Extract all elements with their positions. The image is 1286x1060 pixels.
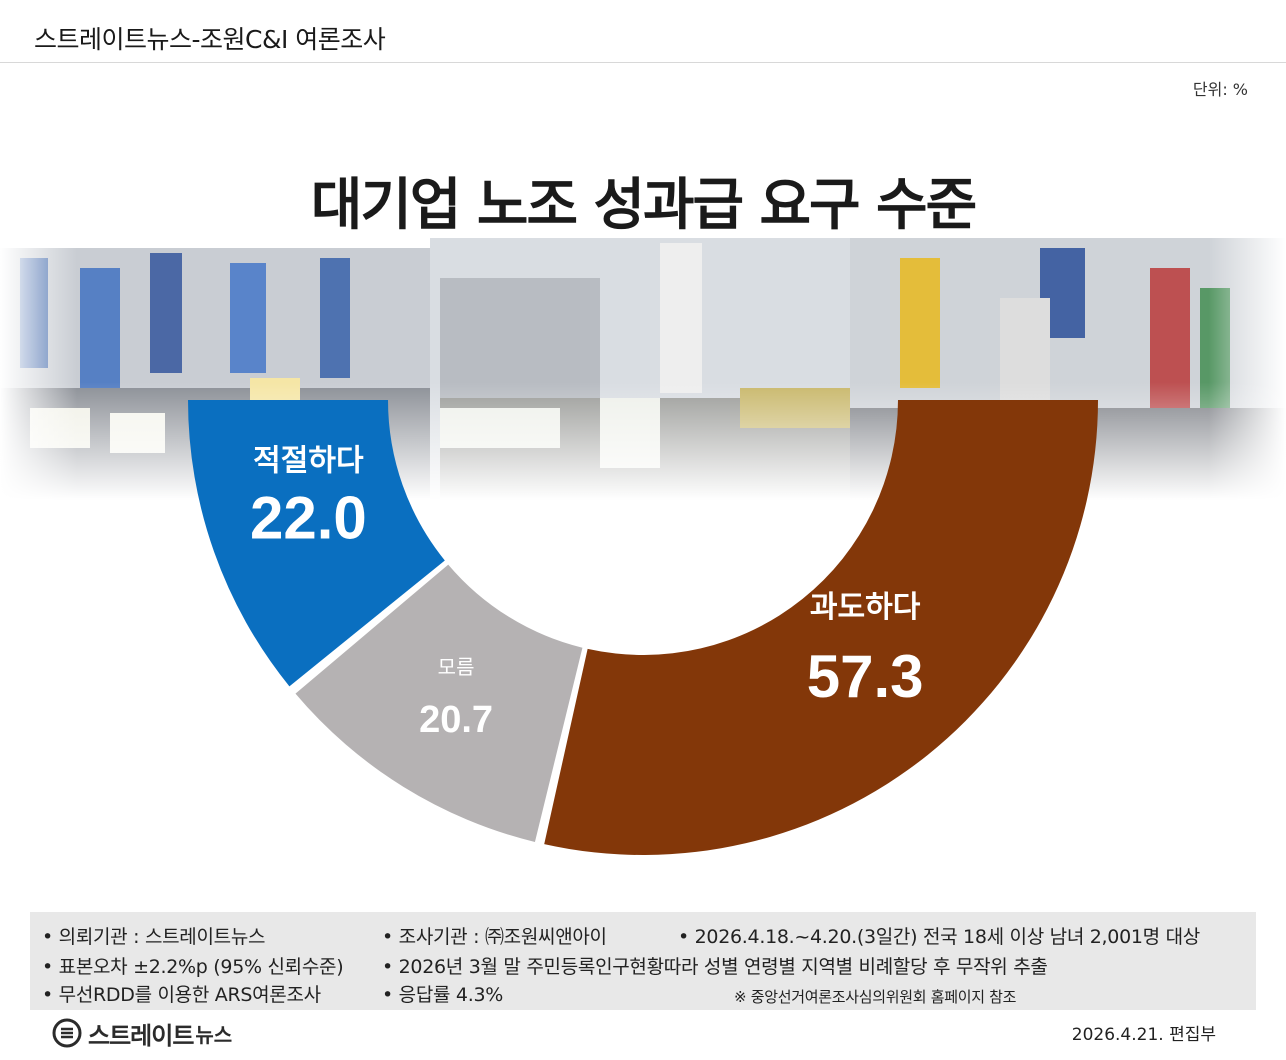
- survey-info-box: • 의뢰기관 : 스트레이트뉴스 • 조사기관 : ㈜조원씨앤아이 • 2026…: [30, 912, 1256, 1010]
- footer-reference: ※ 중앙선거여론조사심의위원회 홈페이지 참조: [734, 988, 1017, 1006]
- slice-unknown-value: 20.7: [419, 699, 493, 741]
- slice-unknown-label: 모름: [438, 657, 475, 679]
- slice-excessive: [544, 400, 1098, 855]
- slice-excessive-label: 과도하다: [810, 591, 921, 624]
- footer-note-client: • 의뢰기관 : 스트레이트뉴스: [42, 926, 266, 948]
- slice-unknown: [295, 564, 583, 842]
- brand-logo: 스트레이트 뉴스: [52, 1016, 232, 1050]
- slice-appropriate-label: 적절하다: [253, 445, 364, 478]
- slice-appropriate: [188, 400, 445, 687]
- header-divider: [0, 62, 1286, 63]
- footer-note-response-rate: • 응답률 4.3%: [382, 984, 503, 1006]
- slice-excessive-value: 57.3: [807, 643, 924, 710]
- brand-logo-text: 스트레이트: [88, 1021, 194, 1050]
- brand-logo-icon: [52, 1018, 82, 1048]
- footer-note-method: • 무선RDD를 이용한 ARS여론조사: [42, 984, 321, 1006]
- footer-note-period: • 2026.4.18.~4.20.(3일간) 전국 18세 이상 남녀 2,0…: [678, 926, 1200, 948]
- header-title: 스트레이트뉴스-조원C&I 여론조사: [34, 25, 386, 54]
- footer-note-agency: • 조사기관 : ㈜조원씨앤아이: [382, 926, 607, 948]
- unit-label: 단위: %: [1192, 80, 1248, 99]
- brand-logo-subtext: 뉴스: [195, 1022, 233, 1047]
- slice-appropriate-value: 22.0: [250, 485, 367, 552]
- chart-title: 대기업 노조 성과급 요구 수준: [310, 173, 977, 238]
- footer-note-sampling: • 2026년 3월 말 주민등록인구현황따라 성별 연령별 지역별 비례할당 …: [382, 956, 1048, 978]
- footer-note-margin: • 표본오차 ±2.2%p (95% 신뢰수준): [42, 956, 344, 978]
- date-credit: 2026.4.21. 편집부: [1071, 1025, 1216, 1045]
